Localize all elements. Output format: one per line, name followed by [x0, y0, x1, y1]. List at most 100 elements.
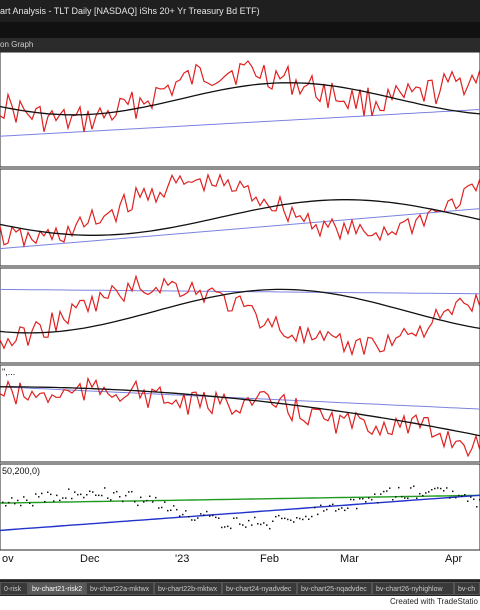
price-line-3: [0, 376, 480, 458]
window-title: art Analysis - TLT Daily [NASDAQ] iShs 2…: [0, 6, 260, 16]
osc-dot: [17, 499, 19, 502]
osc-dot: [80, 493, 82, 496]
osc-dot: [44, 500, 46, 503]
fast-ma-3: [0, 386, 480, 437]
osc-dot: [389, 487, 391, 489]
osc-dot: [464, 494, 466, 496]
osc-dot: [416, 497, 418, 499]
osc-dot: [185, 510, 187, 512]
osc-dot: [101, 494, 103, 497]
osc-dot: [407, 497, 409, 500]
osc-dot: [272, 520, 274, 522]
osc-dot: [323, 510, 325, 512]
osc-dot: [293, 521, 295, 523]
osc-dot: [20, 504, 22, 507]
tab-6[interactable]: bv-chart26-nyhighlow: [372, 582, 454, 595]
osc-dot: [113, 492, 115, 494]
osc-dot: [434, 487, 436, 490]
osc-dot: [248, 519, 250, 522]
osc-dot: [71, 497, 73, 500]
osc-dot: [5, 505, 7, 507]
menu-bar: [0, 22, 480, 38]
osc-dot: [302, 518, 304, 521]
osc-dot: [59, 499, 61, 502]
osc-dot: [443, 490, 445, 492]
osc-dot: [356, 507, 358, 510]
osc-dot: [263, 522, 265, 524]
osc-dot: [35, 493, 37, 495]
panel-label-4: 50,200,0): [2, 466, 40, 476]
osc-dot: [368, 497, 370, 499]
osc-dot: [140, 496, 142, 499]
x-label-nov: ov: [2, 553, 14, 565]
osc-dot: [215, 516, 217, 519]
osc-dot: [56, 494, 58, 497]
osc-dot: [14, 502, 16, 505]
tab-2[interactable]: bv-chart22a-mktwx: [86, 582, 154, 595]
osc-dot: [449, 497, 451, 499]
osc-dot: [236, 517, 238, 519]
slow-ma-0: [0, 109, 480, 137]
osc-dot: [317, 513, 319, 516]
panel-2: [0, 267, 480, 364]
osc-dot: [224, 526, 226, 528]
osc-dot: [122, 500, 124, 503]
osc-dot: [431, 489, 433, 491]
osc-dot: [38, 496, 40, 498]
osc-dot: [428, 491, 430, 493]
osc-dot: [329, 504, 331, 507]
osc-dot: [119, 496, 121, 498]
osc-dot: [458, 494, 460, 497]
osc-dot: [374, 493, 376, 495]
osc-dot: [338, 508, 340, 510]
tab-5[interactable]: bv-chart25-nqadvdec: [297, 582, 372, 595]
tab-4[interactable]: bv-chart24-nyadvdec: [222, 582, 297, 595]
osc-dot: [164, 501, 166, 503]
osc-dot: [107, 497, 109, 499]
osc-dot: [89, 490, 91, 492]
panel-1: [0, 168, 480, 267]
osc-dot: [254, 516, 256, 519]
fast-ma-2: [0, 288, 480, 334]
osc-dot: [332, 503, 334, 506]
chart-svg: ",... 50,200,0): [0, 51, 480, 551]
tab-1[interactable]: bv-chart21-risk2: [28, 582, 86, 595]
tab-3[interactable]: bv-chart22b-mktwx: [154, 582, 222, 595]
osc-dot: [461, 495, 463, 497]
x-label-feb: Feb: [260, 553, 279, 565]
osc-dot: [188, 516, 190, 518]
osc-dot: [143, 501, 145, 503]
x-label-23: '23: [175, 553, 190, 565]
osc-dot: [11, 497, 13, 499]
tab-0[interactable]: 0-risk: [0, 582, 28, 595]
x-label-mar: Mar: [340, 553, 359, 565]
osc-dot: [161, 506, 163, 509]
osc-dot: [131, 490, 133, 493]
osc-dot: [182, 513, 184, 516]
osc-dot: [8, 501, 10, 504]
slow-ma-1: [0, 208, 480, 250]
osc-dot: [278, 514, 280, 517]
osc-dot: [383, 490, 385, 493]
osc-dot: [362, 498, 364, 500]
osc-dot: [23, 496, 25, 498]
osc-dot: [401, 495, 403, 498]
osc-dot: [86, 494, 88, 496]
osc-dot: [53, 500, 55, 502]
osc-dot: [275, 515, 277, 518]
osc-dot: [344, 509, 346, 512]
osc-dot: [440, 487, 442, 490]
osc-dot: [74, 491, 76, 493]
price-line-0: [0, 60, 480, 133]
osc-dot: [68, 488, 70, 490]
price-line-1: [0, 172, 480, 249]
graph-menu-item[interactable]: on Graph: [0, 40, 34, 49]
green-ma: [0, 494, 480, 504]
osc-dot: [230, 527, 232, 530]
osc-dot: [335, 510, 337, 512]
osc-dot: [377, 502, 379, 504]
tab-7[interactable]: bv-ch: [454, 582, 480, 595]
chart-area[interactable]: ",... 50,200,0): [0, 51, 480, 578]
osc-dot: [92, 491, 94, 493]
osc-dot: [467, 500, 469, 502]
